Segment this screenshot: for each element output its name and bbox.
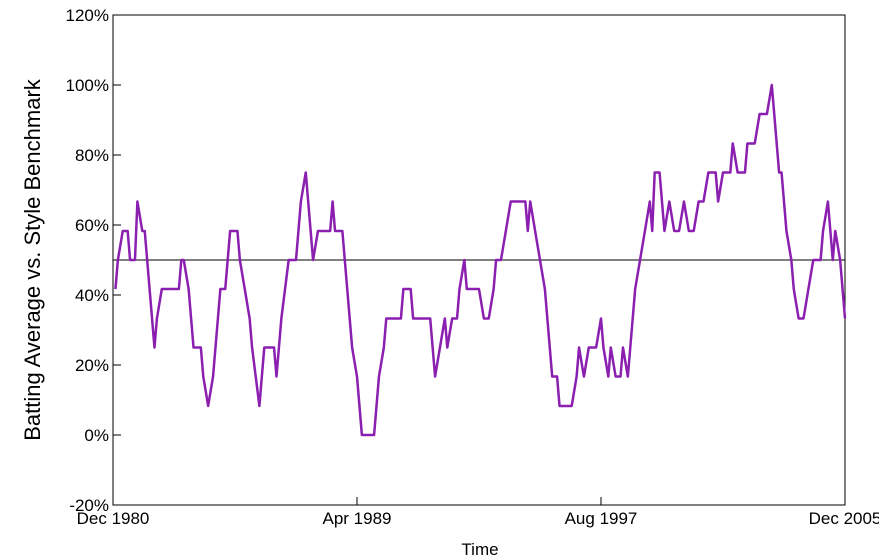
y-tick-label: 100% — [66, 76, 109, 95]
y-tick-label: 80% — [75, 146, 109, 165]
x-tick-label: Apr 1989 — [323, 509, 392, 528]
y-tick-label: -20% — [69, 496, 109, 515]
x-tick-label: Dec 2005 — [809, 509, 879, 528]
x-tick-label: Dec 1980 — [77, 509, 150, 528]
data-line — [114, 83, 847, 437]
x-axis-label: Time — [461, 540, 498, 559]
x-tick-label: Aug 1997 — [565, 509, 638, 528]
y-tick-label: 20% — [75, 356, 109, 375]
y-tick-label: 0% — [84, 426, 109, 445]
y-tick-label: 40% — [75, 286, 109, 305]
y-tick-label: 120% — [66, 6, 109, 25]
y-tick-label: 60% — [75, 216, 109, 235]
y-axis-label: Batting Average vs. Style Benchmark — [20, 78, 45, 441]
